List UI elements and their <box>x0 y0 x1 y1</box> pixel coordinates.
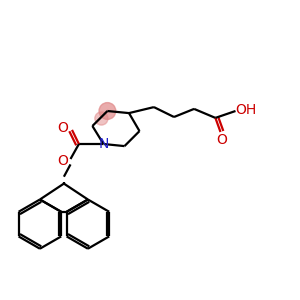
Text: N: N <box>98 137 109 151</box>
Circle shape <box>95 112 108 125</box>
Text: O: O <box>216 134 227 147</box>
Text: OH: OH <box>235 103 256 116</box>
Text: O: O <box>58 154 68 168</box>
Circle shape <box>99 103 116 119</box>
Text: O: O <box>58 122 68 135</box>
